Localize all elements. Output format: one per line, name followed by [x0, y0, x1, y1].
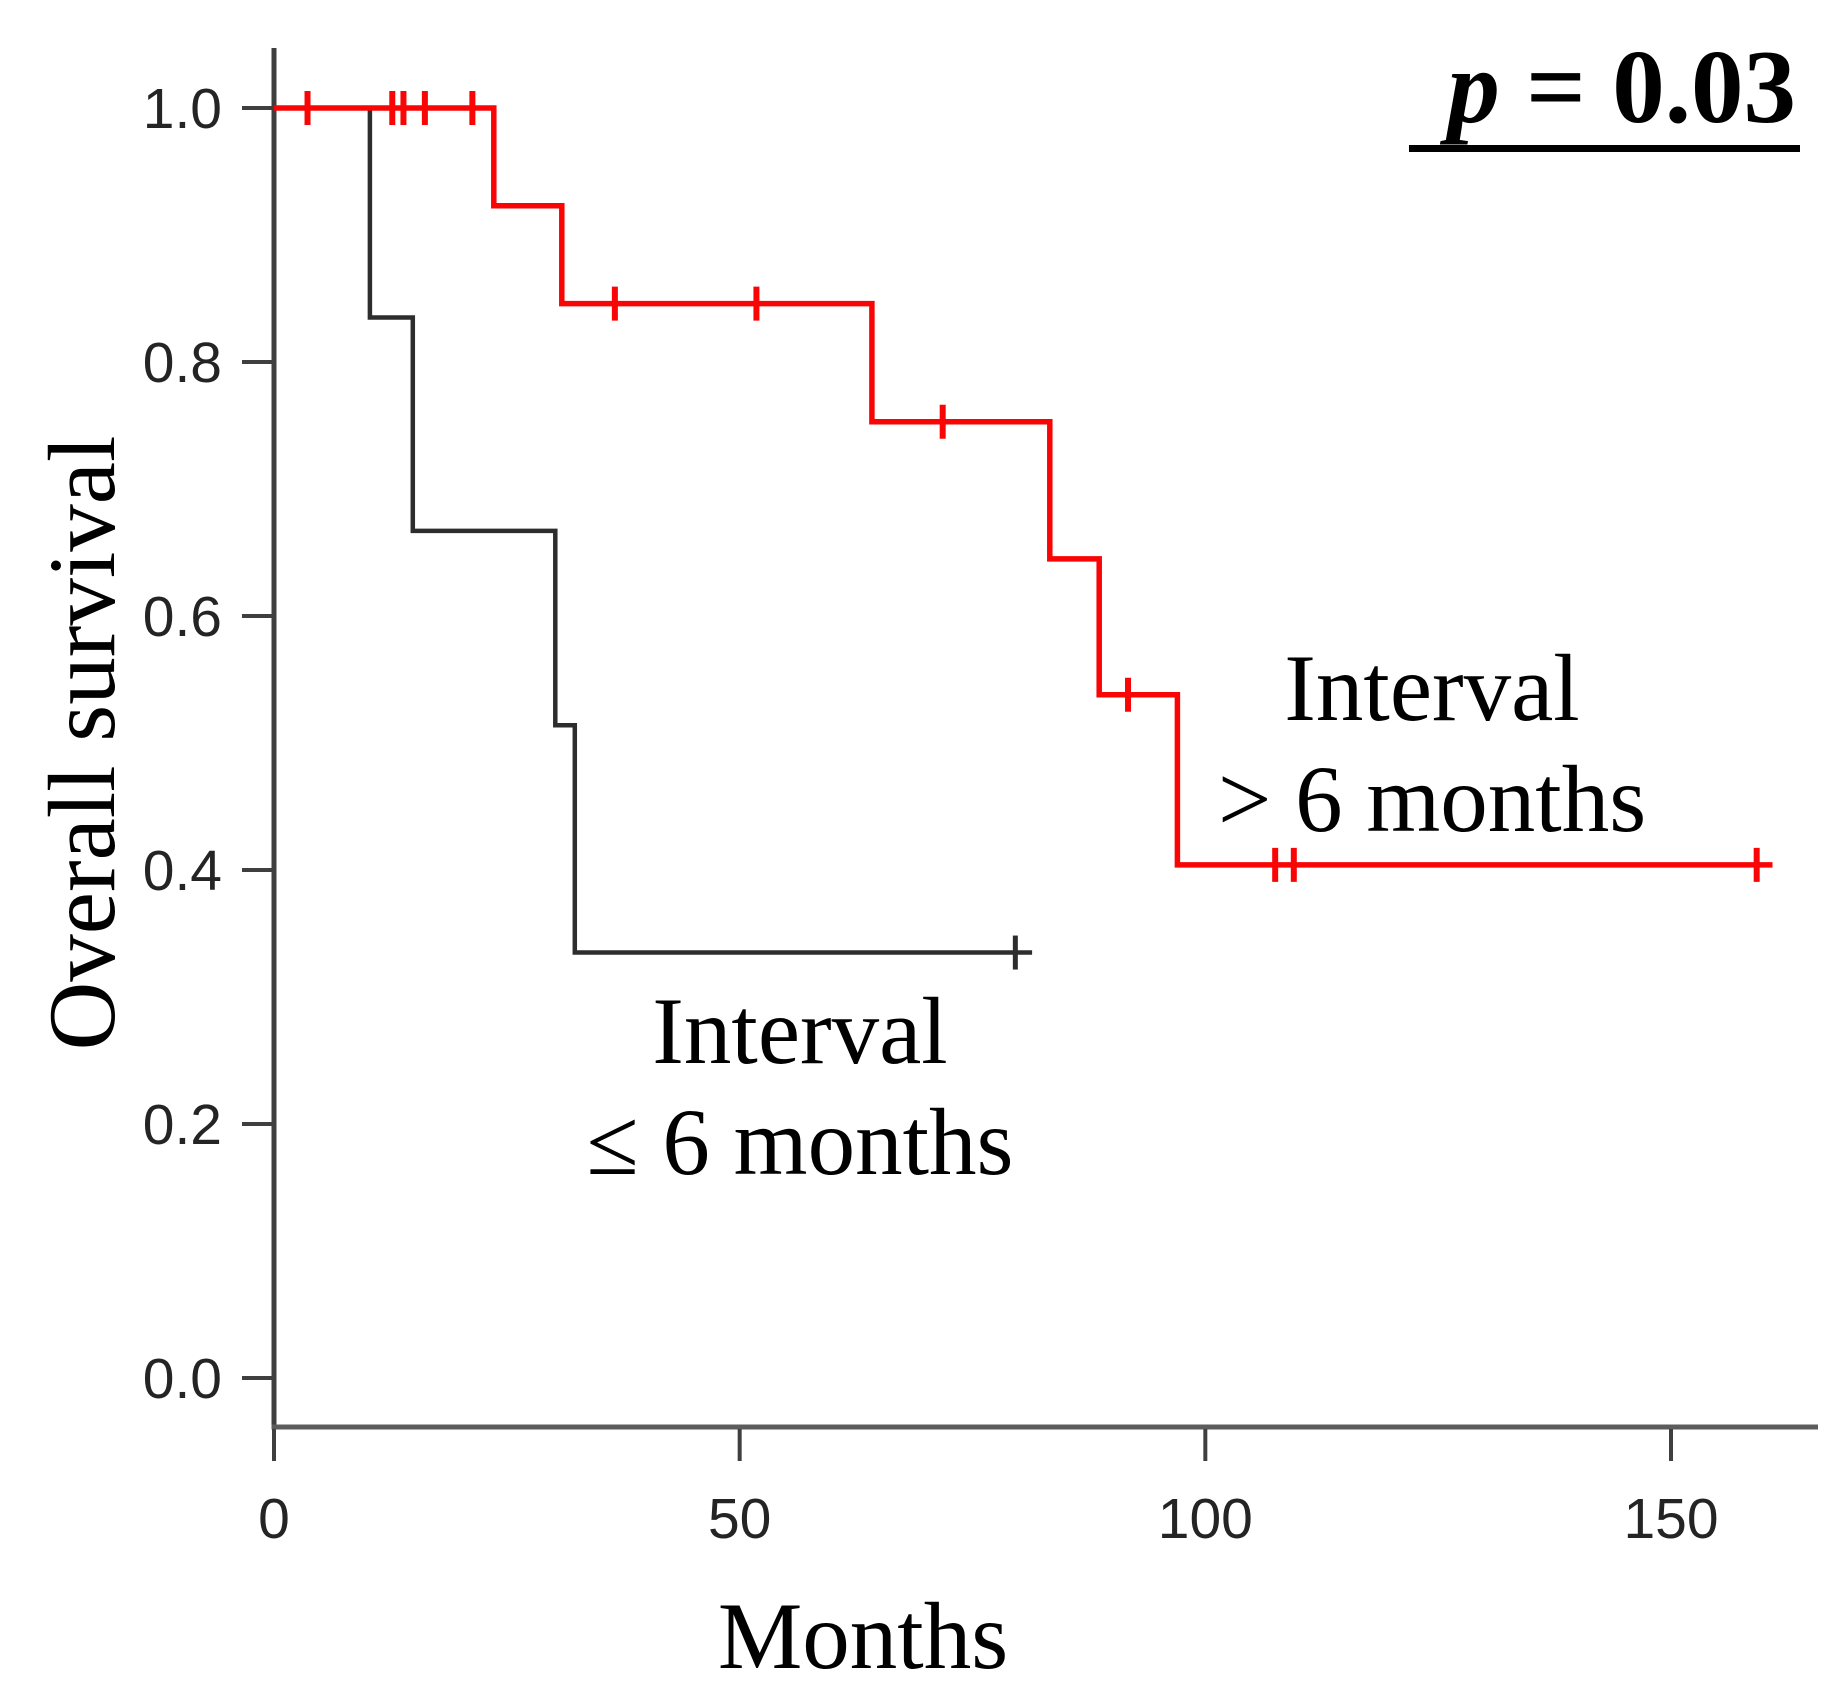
- legend-label-interval-le-6mo: Interval ≤ 6 months: [450, 976, 1150, 1198]
- x-tick-label: 100: [1158, 1487, 1253, 1551]
- legend-label-line: Interval: [652, 978, 948, 1084]
- y-tick-label: 0.8: [143, 331, 222, 395]
- y-tick-label: 0.2: [143, 1093, 222, 1157]
- legend-label-interval-gt-6mo: Interval > 6 months: [1082, 633, 1782, 855]
- y-tick-label: 1.0: [143, 77, 222, 141]
- p-value-symbol: p: [1447, 28, 1500, 145]
- legend-label-line: Interval: [1284, 635, 1580, 741]
- axes-layer: 0.0 0.2 0.4 0.6 0.8 1.0 0 50 100 150: [143, 48, 1818, 1551]
- y-axis-title: Overall survival: [29, 436, 135, 1051]
- legend-label-line: > 6 months: [1217, 746, 1647, 852]
- x-axis-title: Months: [718, 1583, 1008, 1687]
- y-tick-label: 0.6: [143, 585, 222, 649]
- y-tick-label: 0.4: [143, 839, 222, 903]
- p-value-annotation: p = 0.03: [1409, 34, 1800, 152]
- p-value-text: = 0.03: [1499, 28, 1796, 145]
- survival-curve-le-6mo: [274, 105, 1033, 955]
- x-tick-label: 50: [708, 1487, 771, 1551]
- x-tick-label: 150: [1623, 1487, 1718, 1551]
- x-tick-label: 0: [258, 1487, 290, 1551]
- survival-curve-gt-6mo: [274, 105, 1773, 868]
- y-tick-label: 0.0: [143, 1347, 222, 1411]
- curves-layer: [274, 91, 1773, 970]
- legend-label-line: ≤ 6 months: [586, 1089, 1014, 1195]
